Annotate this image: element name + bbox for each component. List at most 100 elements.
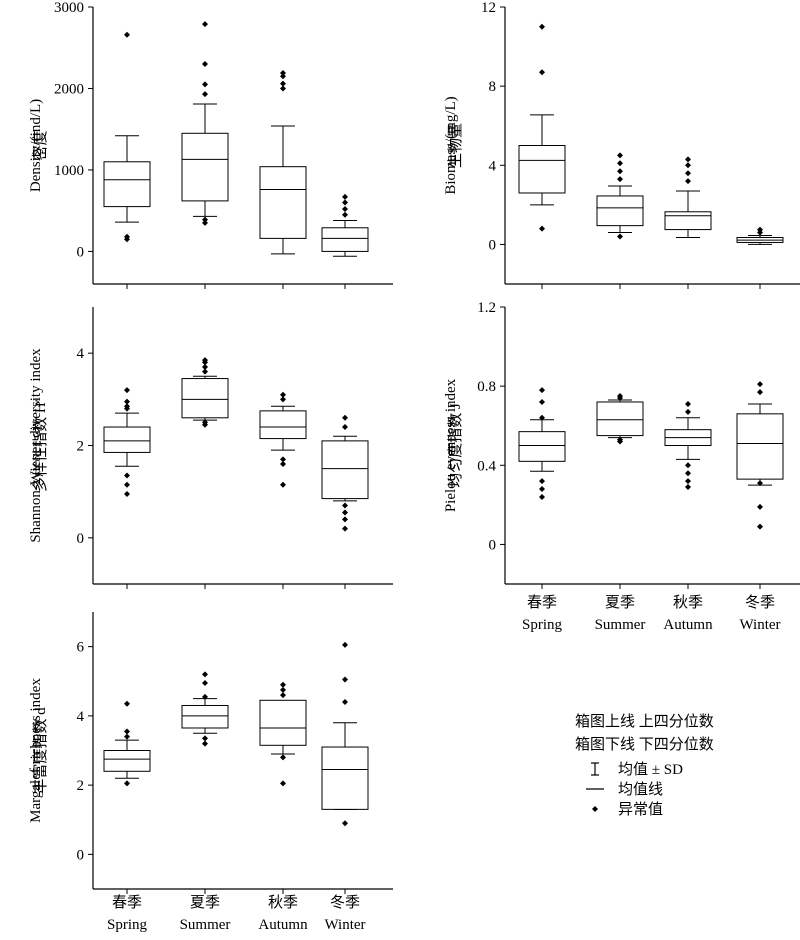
y-tick-label-biomass-3: 12 [481,0,496,16]
outlier-diversity-winter-5 [342,414,348,421]
outlier-diversity-spring-1 [124,481,130,488]
outlier-biomass-spring-1 [539,69,545,76]
y-label-cn-richness: 丰富度指数 d [31,707,49,794]
outlier-richness-spring-1 [124,733,130,740]
box-rect-biomass-summer [596,195,644,227]
outlier-evenness-autumn-3 [685,462,691,469]
cat-label-en-spring: Spring [107,917,148,933]
outlier-richness-autumn-4 [280,681,286,688]
outlier-evenness-spring-2 [539,478,545,485]
box-density-winter [321,193,369,257]
outlier-richness-autumn-2 [280,692,286,699]
outlier-richness-spring-0 [124,780,130,787]
y-tick-label-biomass-0: 0 [489,237,497,253]
outlier-evenness-spring-3 [539,414,545,421]
outlier-diversity-winter-4 [342,424,348,431]
y-tick-label-biomass-2: 8 [489,79,497,95]
cat-label-cn-spring: 春季 [112,894,142,911]
outlier-density-summer-2 [202,91,208,98]
y-tick-label-evenness-3: 1.2 [477,300,496,316]
cat-label-cn-autumn: 秋季 [268,894,298,911]
y-tick-label-richness-1: 2 [77,778,85,794]
y-label-en-density: Density/(ind/L) [28,99,44,192]
box-biomass-summer [596,152,644,240]
outlier-diversity-summer-3 [202,364,208,371]
outlier-density-winter-1 [342,206,348,213]
y-label-en-biomass: Biomass/(mg/L) [443,96,459,194]
box-biomass-autumn [664,156,712,239]
outlier-biomass-winter-1 [757,226,763,233]
outlier-biomass-summer-4 [617,152,623,159]
outlier-diversity-autumn-2 [280,456,286,463]
box-evenness-summer [596,393,644,445]
x-axis-labels-right: 春季 夏季 秋季 冬季 Spring Summer Autumn Winter [522,594,781,633]
cat-label-en-winter: Winter [324,917,365,933]
outlier-diversity-spring-6 [124,387,130,394]
y-tick-label-richness-3: 6 [77,640,85,656]
outlier-evenness-spring-1 [539,486,545,493]
box-rect-evenness-summer [596,401,644,437]
outlier-richness-spring-3 [124,700,130,707]
outlier-density-winter-2 [342,199,348,206]
outlier-evenness-autumn-2 [685,470,691,477]
box-diversity-summer [181,357,229,428]
outlier-evenness-winter-2 [757,480,763,487]
box-density-summer [181,21,229,226]
y-tick-label-density-2: 2000 [54,81,84,97]
box-diversity-winter [321,414,369,532]
outlier-biomass-spring-2 [539,23,545,30]
legend-outlier: 异常值 [618,801,663,818]
outlier-richness-spring-2 [124,728,130,735]
outlier-evenness-winter-4 [757,381,763,388]
outlier-evenness-spring-4 [539,398,545,405]
outlier-density-autumn-3 [280,69,286,76]
y-label-cn-biomass: 生物量 [447,123,464,168]
y-tick-label-biomass-1: 4 [489,158,497,174]
legend: 箱图上线 上四分位数 箱图下线 下四分位数 均值 ± SD 均值线 异常值 [575,713,714,818]
outlier-richness-summer-0 [202,740,208,747]
y-label-en-richness: Margalef richness index [28,678,44,823]
outlier-richness-winter-0 [342,820,348,827]
box-biomass-spring [518,23,566,232]
outlier-evenness-summer-3 [617,393,623,400]
y-tick-label-richness-2: 4 [77,709,85,725]
panel-diversity: 0 2 4 多样性指数 H′Shannon-Wiener diversity inde… [28,307,393,589]
cat-label-cn-autumn-right: 秋季 [673,594,703,611]
outlier-evenness-winter-3 [757,389,763,396]
y-label-en-evenness: Pielou evenness index [443,378,459,512]
outlier-density-summer-3 [202,81,208,88]
legend-lower-line: 箱图下线 下四分位数 [575,736,714,753]
outlier-diversity-spring-0 [124,490,130,497]
outlier-density-autumn-2 [280,73,286,80]
outlier-richness-winter-2 [342,676,348,683]
outlier-evenness-autumn-0 [685,484,691,491]
box-density-spring [103,31,151,243]
cat-label-en-spring-right: Spring [522,617,563,633]
cat-label-cn-winter-right: 冬季 [745,594,775,611]
outlier-evenness-summer-1 [617,436,623,443]
box-density-autumn [259,69,307,255]
y-tick-label-density-3: 3000 [54,0,84,16]
box-diversity-autumn [259,391,307,488]
box-rect-richness-summer [181,704,229,729]
outlier-biomass-spring-0 [539,225,545,232]
outlier-evenness-autumn-5 [685,400,691,407]
box-rect-diversity-summer [181,378,229,419]
x-axis-labels-left: 春季 夏季 秋季 冬季 Spring Summer Autumn Winter [107,894,366,933]
box-rect-biomass-spring [518,145,566,194]
y-tick-label-evenness-1: 0.4 [477,458,496,474]
outlier-diversity-autumn-4 [280,391,286,398]
box-richness-summer [181,671,229,747]
box-richness-winter [321,641,369,827]
box-rect-diversity-spring [103,426,151,453]
outlier-richness-summer-3 [202,679,208,686]
box-evenness-winter [736,381,784,530]
outlier-density-summer-1 [202,216,208,223]
outlier-diversity-summer-2 [202,368,208,375]
outlier-diversity-summer-5 [202,357,208,364]
